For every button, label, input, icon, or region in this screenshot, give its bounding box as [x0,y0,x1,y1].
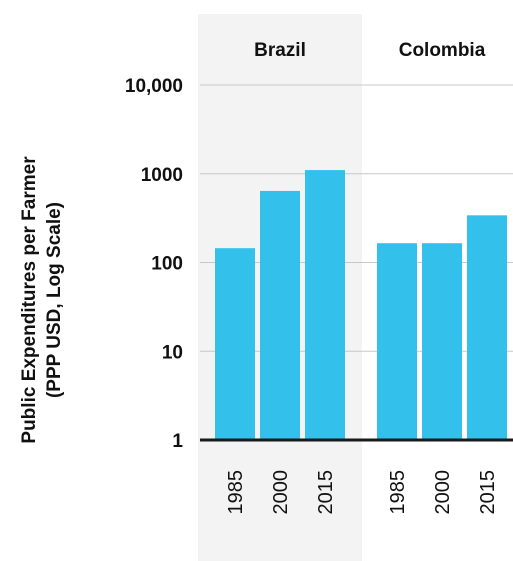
y-tick-label: 100 [151,254,183,275]
bar-colombia-2015 [467,215,507,440]
category-label: 1985 [387,470,409,515]
y-axis-title-line-1: Public Expenditures per Farmer [19,156,40,444]
bar-colombia-2000 [422,243,462,440]
category-label: 1985 [225,470,247,515]
y-tick-label: 10 [162,342,183,363]
group-label: Brazil [254,40,306,61]
group-labels: Brazil Colombia [254,40,486,61]
category-label: 2015 [315,470,337,515]
y-tick-label: 1000 [141,165,183,186]
bar-brazil-1985 [215,248,255,440]
y-axis-title-line-2: (PPP USD, Log Scale) [44,202,65,398]
category-label: 2000 [432,470,454,515]
y-tick-labels: 1 10 100 1000 10,000 [125,76,184,452]
category-label: 2000 [270,470,292,515]
bar-brazil-2015 [305,170,345,440]
bars [215,170,507,440]
y-tick-label: 10,000 [125,76,183,97]
group-label: Colombia [399,40,486,61]
y-tick-label: 1 [172,431,183,452]
bar-colombia-1985 [377,243,417,440]
bar-brazil-2000 [260,190,300,440]
category-label: 2015 [477,470,499,515]
category-labels: 1985 2000 2015 1985 2000 2015 [225,470,499,515]
